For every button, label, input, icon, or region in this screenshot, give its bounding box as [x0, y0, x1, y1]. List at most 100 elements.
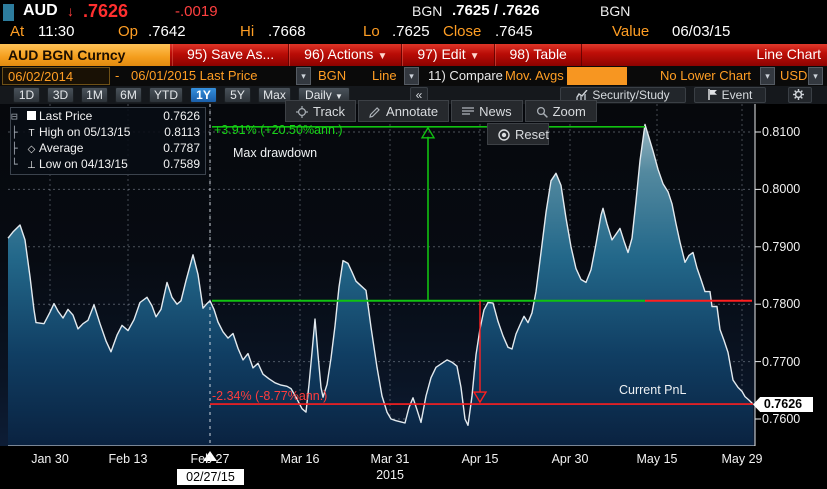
- x-axis-label: May 15: [636, 452, 678, 466]
- chart-mode-label[interactable]: Line Chart: [756, 46, 821, 62]
- high-label: Hi: [240, 23, 255, 40]
- chevron-down-icon: ▼: [335, 92, 343, 101]
- legend-marker-icon: T: [28, 128, 35, 139]
- legend-marker-icon: ◇: [27, 144, 36, 155]
- mov-avgs-button[interactable]: Mov. Avgs: [505, 68, 564, 83]
- annotation-field[interactable]: [567, 67, 627, 85]
- max-drawdown-label: Max drawdown: [233, 146, 318, 160]
- annotate-button[interactable]: Annotate: [358, 100, 450, 122]
- legend-label: Average: [39, 141, 84, 155]
- y-axis-label: 0.7700: [762, 354, 801, 369]
- period-button-ytd[interactable]: YTD: [149, 87, 183, 103]
- source-label-2: BGN: [600, 3, 631, 19]
- legend-marker-icon: ⊥: [27, 160, 36, 171]
- up-triangle-marker-icon: [420, 126, 436, 139]
- currency-select[interactable]: USD: [780, 68, 808, 83]
- reset-button[interactable]: Reset: [487, 123, 549, 145]
- high-value: .7668: [268, 23, 306, 40]
- x-axis-label: Feb 27: [190, 452, 230, 466]
- menu-item-actions[interactable]: 96) Actions ▼: [289, 44, 403, 66]
- at-value: 11:30: [38, 23, 75, 40]
- zoom-button[interactable]: Zoom: [524, 100, 597, 122]
- chart-type-dropdown-icon[interactable]: ▾: [404, 67, 419, 85]
- period-button-1y[interactable]: 1Y: [190, 87, 217, 103]
- track-button[interactable]: Track: [285, 100, 357, 122]
- lower-chart-select[interactable]: No Lower Chart: [660, 68, 752, 83]
- period-button-6m[interactable]: 6M: [115, 87, 142, 103]
- menu-item-table[interactable]: 98) Table: [494, 44, 582, 66]
- legend-label: High on 05/13/15: [39, 125, 131, 139]
- legend-row-3: └ ⊥ Low on 04/13/15 0.7589: [11, 156, 205, 172]
- chart-type-select[interactable]: Line: [372, 68, 397, 83]
- ticker-symbol: AUD: [23, 2, 58, 19]
- legend-row-1: ├ T High on 05/13/15 0.8113: [11, 124, 205, 140]
- security-study-button[interactable]: Security/Study: [560, 87, 686, 103]
- pencil-icon: [369, 107, 380, 118]
- close-value: .7645: [495, 23, 533, 40]
- legend-value: 0.7589: [163, 157, 200, 171]
- legend-value: 0.7787: [163, 141, 200, 155]
- menu-item-edit[interactable]: 97) Edit ▼: [402, 44, 495, 66]
- x-axis-label: May 29: [721, 452, 763, 466]
- study-chart-icon: [575, 89, 588, 100]
- date-range-dash: -: [115, 68, 120, 83]
- y-axis-label: 0.7800: [762, 297, 801, 312]
- value-date: 06/03/15: [672, 23, 731, 40]
- x-axis-label: Mar 31: [370, 452, 410, 466]
- price-chart-svg: [7, 104, 761, 446]
- period-button-1d[interactable]: 1D: [13, 87, 40, 103]
- menu-items: 95) Save As... 96) Actions ▼ 97) Edit ▼ 98) T…: [172, 44, 582, 66]
- date-from-field[interactable]: 06/02/2014: [2, 67, 110, 85]
- y-axis-label: 0.8000: [762, 182, 801, 197]
- cursor-block: [3, 4, 14, 21]
- magnifier-icon: [536, 106, 548, 118]
- legend-label: Last Price: [39, 109, 93, 123]
- chevron-down-icon: ▼: [469, 51, 480, 62]
- legend-row-2: ├ ◇ Average 0.7787: [11, 140, 205, 156]
- quote-line-1: AUD ↓ .7626 -.0019 BGN .7625 / .7626 BGN: [0, 1, 827, 22]
- at-label: At: [10, 23, 25, 40]
- annotate-label: Annotate: [386, 104, 439, 119]
- frequency-select[interactable]: Daily ▼: [298, 87, 350, 103]
- y-axis-label: 0.7900: [762, 239, 801, 254]
- lower-chart-dropdown-icon[interactable]: ▾: [760, 67, 775, 85]
- news-icon: [462, 107, 475, 115]
- period-button-3d[interactable]: 3D: [47, 87, 74, 103]
- settings-bar: 06/02/2014 - 06/01/2015 Last Price ▾ BGN…: [0, 66, 827, 86]
- flag-icon: [707, 89, 717, 100]
- price-type-dropdown-icon[interactable]: ▾: [296, 67, 311, 85]
- period-button-1m[interactable]: 1M: [81, 87, 108, 103]
- x-axis-label: Apr 30: [551, 452, 589, 466]
- x-axis-label: Jan 30: [31, 452, 69, 466]
- source-select[interactable]: BGN: [318, 68, 347, 83]
- chevron-down-icon: ▼: [377, 51, 388, 62]
- gain-annotation-text: +3.91% (+20.50%ann.): [214, 123, 343, 137]
- legend-value: 0.8113: [164, 125, 200, 139]
- last-price: .7626: [83, 1, 129, 21]
- legend-tree-glyph: ⊟: [11, 110, 18, 123]
- date-to-price-field[interactable]: 06/01/2015 Last Price: [131, 68, 258, 83]
- x-axis-label: Feb 13: [108, 452, 148, 466]
- event-button[interactable]: Event: [694, 87, 766, 103]
- legend-row-0: ⊟ Last Price 0.7626: [11, 108, 205, 124]
- close-label: Close: [443, 23, 482, 40]
- chart-legend[interactable]: ⊟ Last Price 0.7626 ├ T High on 05/13/15 0.811…: [10, 107, 206, 175]
- news-button[interactable]: News: [451, 100, 523, 122]
- chart-toolbar: Track Annotate News Zoom: [285, 100, 597, 122]
- track-label: Track: [313, 104, 346, 119]
- period-bar: 1D 3D 1M 6M YTD 1Y 5Y Max Daily ▼ « Security/St…: [0, 86, 827, 104]
- price-area-fill: [8, 124, 753, 446]
- period-button-5y[interactable]: 5Y: [224, 87, 251, 103]
- menu-item-saveas[interactable]: 95) Save As...: [172, 44, 290, 66]
- compare-button[interactable]: 11) Compare: [428, 68, 503, 83]
- x-axis-year-label: 2015: [376, 468, 404, 482]
- legend-value: 0.7626: [163, 109, 200, 123]
- security-tab[interactable]: AUD BGN Curncy: [0, 44, 170, 66]
- quote-line-2: At 11:30 Op .7642 Hi .7668 Lo .7625 Clos…: [0, 22, 827, 43]
- currency-dropdown-icon[interactable]: ▾: [808, 67, 823, 85]
- legend-tree-glyph: ├: [11, 126, 18, 139]
- chart-settings-button[interactable]: [788, 87, 812, 103]
- period-button-max[interactable]: Max: [258, 87, 291, 103]
- down-triangle-marker-icon: [472, 391, 488, 404]
- last-price-swatch-icon: [27, 111, 36, 120]
